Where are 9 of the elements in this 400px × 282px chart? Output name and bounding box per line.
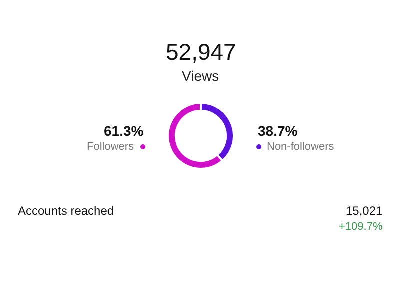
text: 15,021: [346, 204, 384, 218]
text: Accounts reached: [18, 204, 114, 218]
slice-label: Followers: [87, 141, 135, 153]
text: +109.7%: [339, 221, 383, 233]
chart-title: 52,947: [166, 39, 236, 65]
data-label: 61.3%: [104, 123, 144, 139]
chart-subtitle: Views: [182, 68, 220, 84]
legend-label: Non-followers: [267, 141, 335, 153]
data-label: 38.7%: [258, 123, 298, 139]
